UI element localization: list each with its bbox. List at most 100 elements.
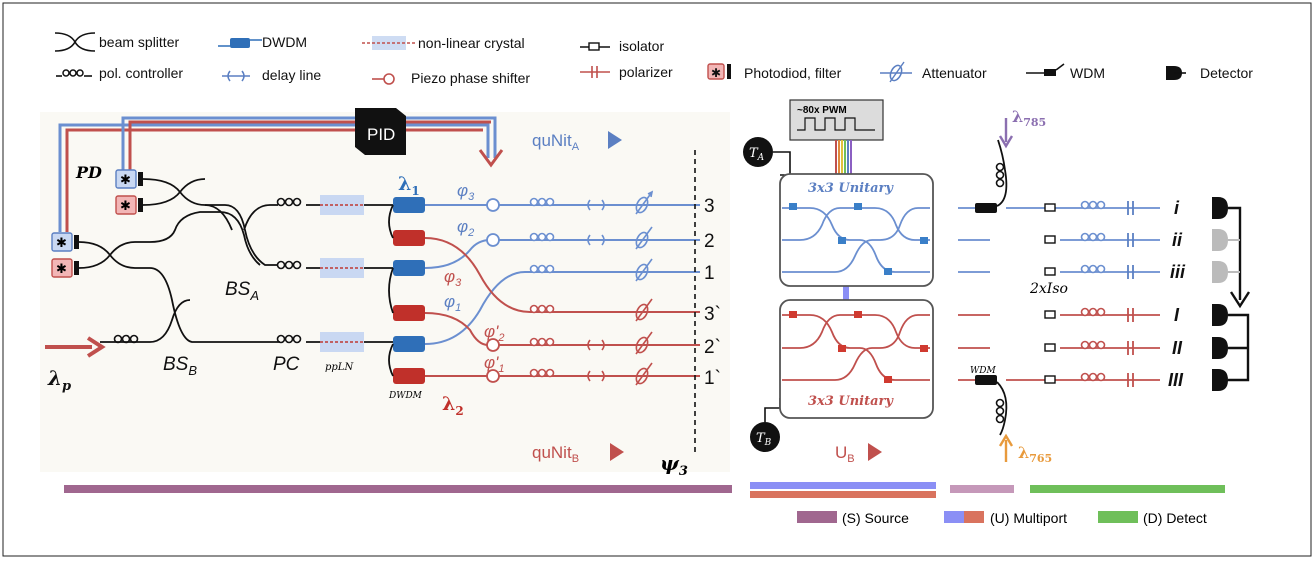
wdm-icon [1026,63,1065,76]
legend-nonlinear-crystal: non-linear crystal [418,35,525,51]
unitary-bottom-heaters [789,311,928,383]
detector-ii-label: ii [1172,230,1183,250]
detect-swatch [1098,511,1138,523]
unitary-top-heaters [789,203,928,275]
port-3: 3 [704,196,715,217]
beam-splitter-icon [54,32,96,52]
phi-3-label: φ3 [457,181,475,203]
pol-controller-icon [56,69,92,77]
pc-label: PC [273,354,300,375]
detect-section-label: (D) Detect [1143,510,1207,526]
port-3b: 3` [704,304,721,325]
dwdm-pairs [388,197,425,384]
bs-a-label: BSA [225,279,259,303]
output-pol-controllers [529,197,555,378]
isolator-icon [580,42,610,51]
legend-pol-controller: pol. controller [99,65,183,81]
svg-text:✱: ✱ [120,198,131,213]
piezo-icon [372,73,395,85]
wdm-bottom [975,375,1008,436]
multiport-bar-red [750,491,936,498]
lambda-p-label: λp [47,366,71,394]
detector-II-label: II [1172,338,1183,358]
qunit-a-arrow [608,131,622,149]
lambda-765-label: λ765 [1018,443,1052,465]
unitary-bottom-label: 3x3 Unitary [808,394,894,409]
detector-iii-label: iii [1170,262,1186,282]
svg-text:~80x PWM: ~80x PWM [797,105,847,116]
fiber-network [78,178,395,343]
wdm-bar [950,485,1014,493]
phi-3b-label: φ3 [444,267,462,289]
lambda-1-label: λ1 [398,173,420,198]
photodiode-icon: ✱ [707,63,731,80]
multiport-swatch-red [964,511,984,523]
legend-polarizer: polarizer [619,64,673,80]
legend-isolator: isolator [619,38,664,54]
detectors [1212,197,1251,391]
dwdm-icon [218,38,262,48]
attenuators [635,190,654,386]
legend-dwdm: DWDM [262,34,307,50]
detector-III-label: III [1168,370,1184,390]
legend-wdm: WDM [1070,65,1105,81]
lambda-2-label: λ2 [442,393,464,418]
port-1: 1 [704,263,715,284]
nonlinear-crystal-icon [362,36,416,50]
delay-line-icon [222,70,250,82]
pwm-box: ~80x PWM [789,99,884,141]
dwdm-small-label: DWDM [388,391,423,401]
qunit-a-label: quNitA [532,131,580,153]
legend-delay-line: delay line [262,67,321,83]
legend-beam-splitter: beam splitter [99,34,179,50]
phi-1b-label: φ1 [444,292,461,314]
lambda-785-label: λ785 [1012,107,1046,129]
detect-bar [1030,485,1225,493]
detect-components [1044,200,1134,387]
multiport-section-label: (U) Multiport [990,510,1067,526]
detector-I-label: I [1174,305,1180,325]
port-2b: 2` [704,337,721,358]
pid-box: PID [355,108,406,155]
pd-label: PD [75,163,102,182]
phi-2-label: φ2 [457,217,474,239]
ub-arrow [868,443,882,461]
pid-label: PID [367,125,395,144]
svg-text:✱: ✱ [56,261,67,276]
svg-text:✱: ✱ [120,172,131,187]
detector-i-label: i [1174,198,1180,218]
phi-1p-label: φ'1 [484,353,504,375]
ppln-crystals [320,195,364,352]
svg-text:TA: TA [749,146,765,163]
wdm-small-label: WDM [970,366,996,376]
detector-icon [1166,66,1186,80]
delay-lines [587,199,605,382]
legend-attenuator: Attenuator [922,65,987,81]
source-bar [64,485,732,493]
svg-text:TB: TB [756,431,772,448]
psi-label: ψ3 [660,451,688,479]
multiport-bar-blue [750,482,936,489]
source-section-label: (S) Source [842,510,909,526]
bs-b-label: BSB [163,354,197,378]
port-1b: 1` [704,368,721,389]
unitary-top-label: 3x3 Unitary [808,181,894,196]
polarizer-icon [580,66,610,78]
pol-controllers [113,197,302,344]
attenuator-icon [880,61,912,83]
photodiodes: ✱ ✱ ✱ ✱ [51,169,143,278]
legend-detector: Detector [1200,65,1253,81]
qunit-b-arrow [610,443,624,461]
qunit-b-label: quNitB [532,443,579,465]
ub-label: UB [835,443,855,465]
legend: beam splitter pol. controller DWDM delay… [54,32,1253,86]
source-swatch [797,511,837,523]
port-2: 2 [704,231,715,252]
legend-photodiode: Photodiod, filter [744,65,842,81]
wdm-top [975,139,1008,213]
svg-text:✱: ✱ [711,66,721,80]
multiport-swatch-blue [944,511,964,523]
source-panel [40,112,730,472]
iso-label: 2xIso [1029,281,1068,297]
